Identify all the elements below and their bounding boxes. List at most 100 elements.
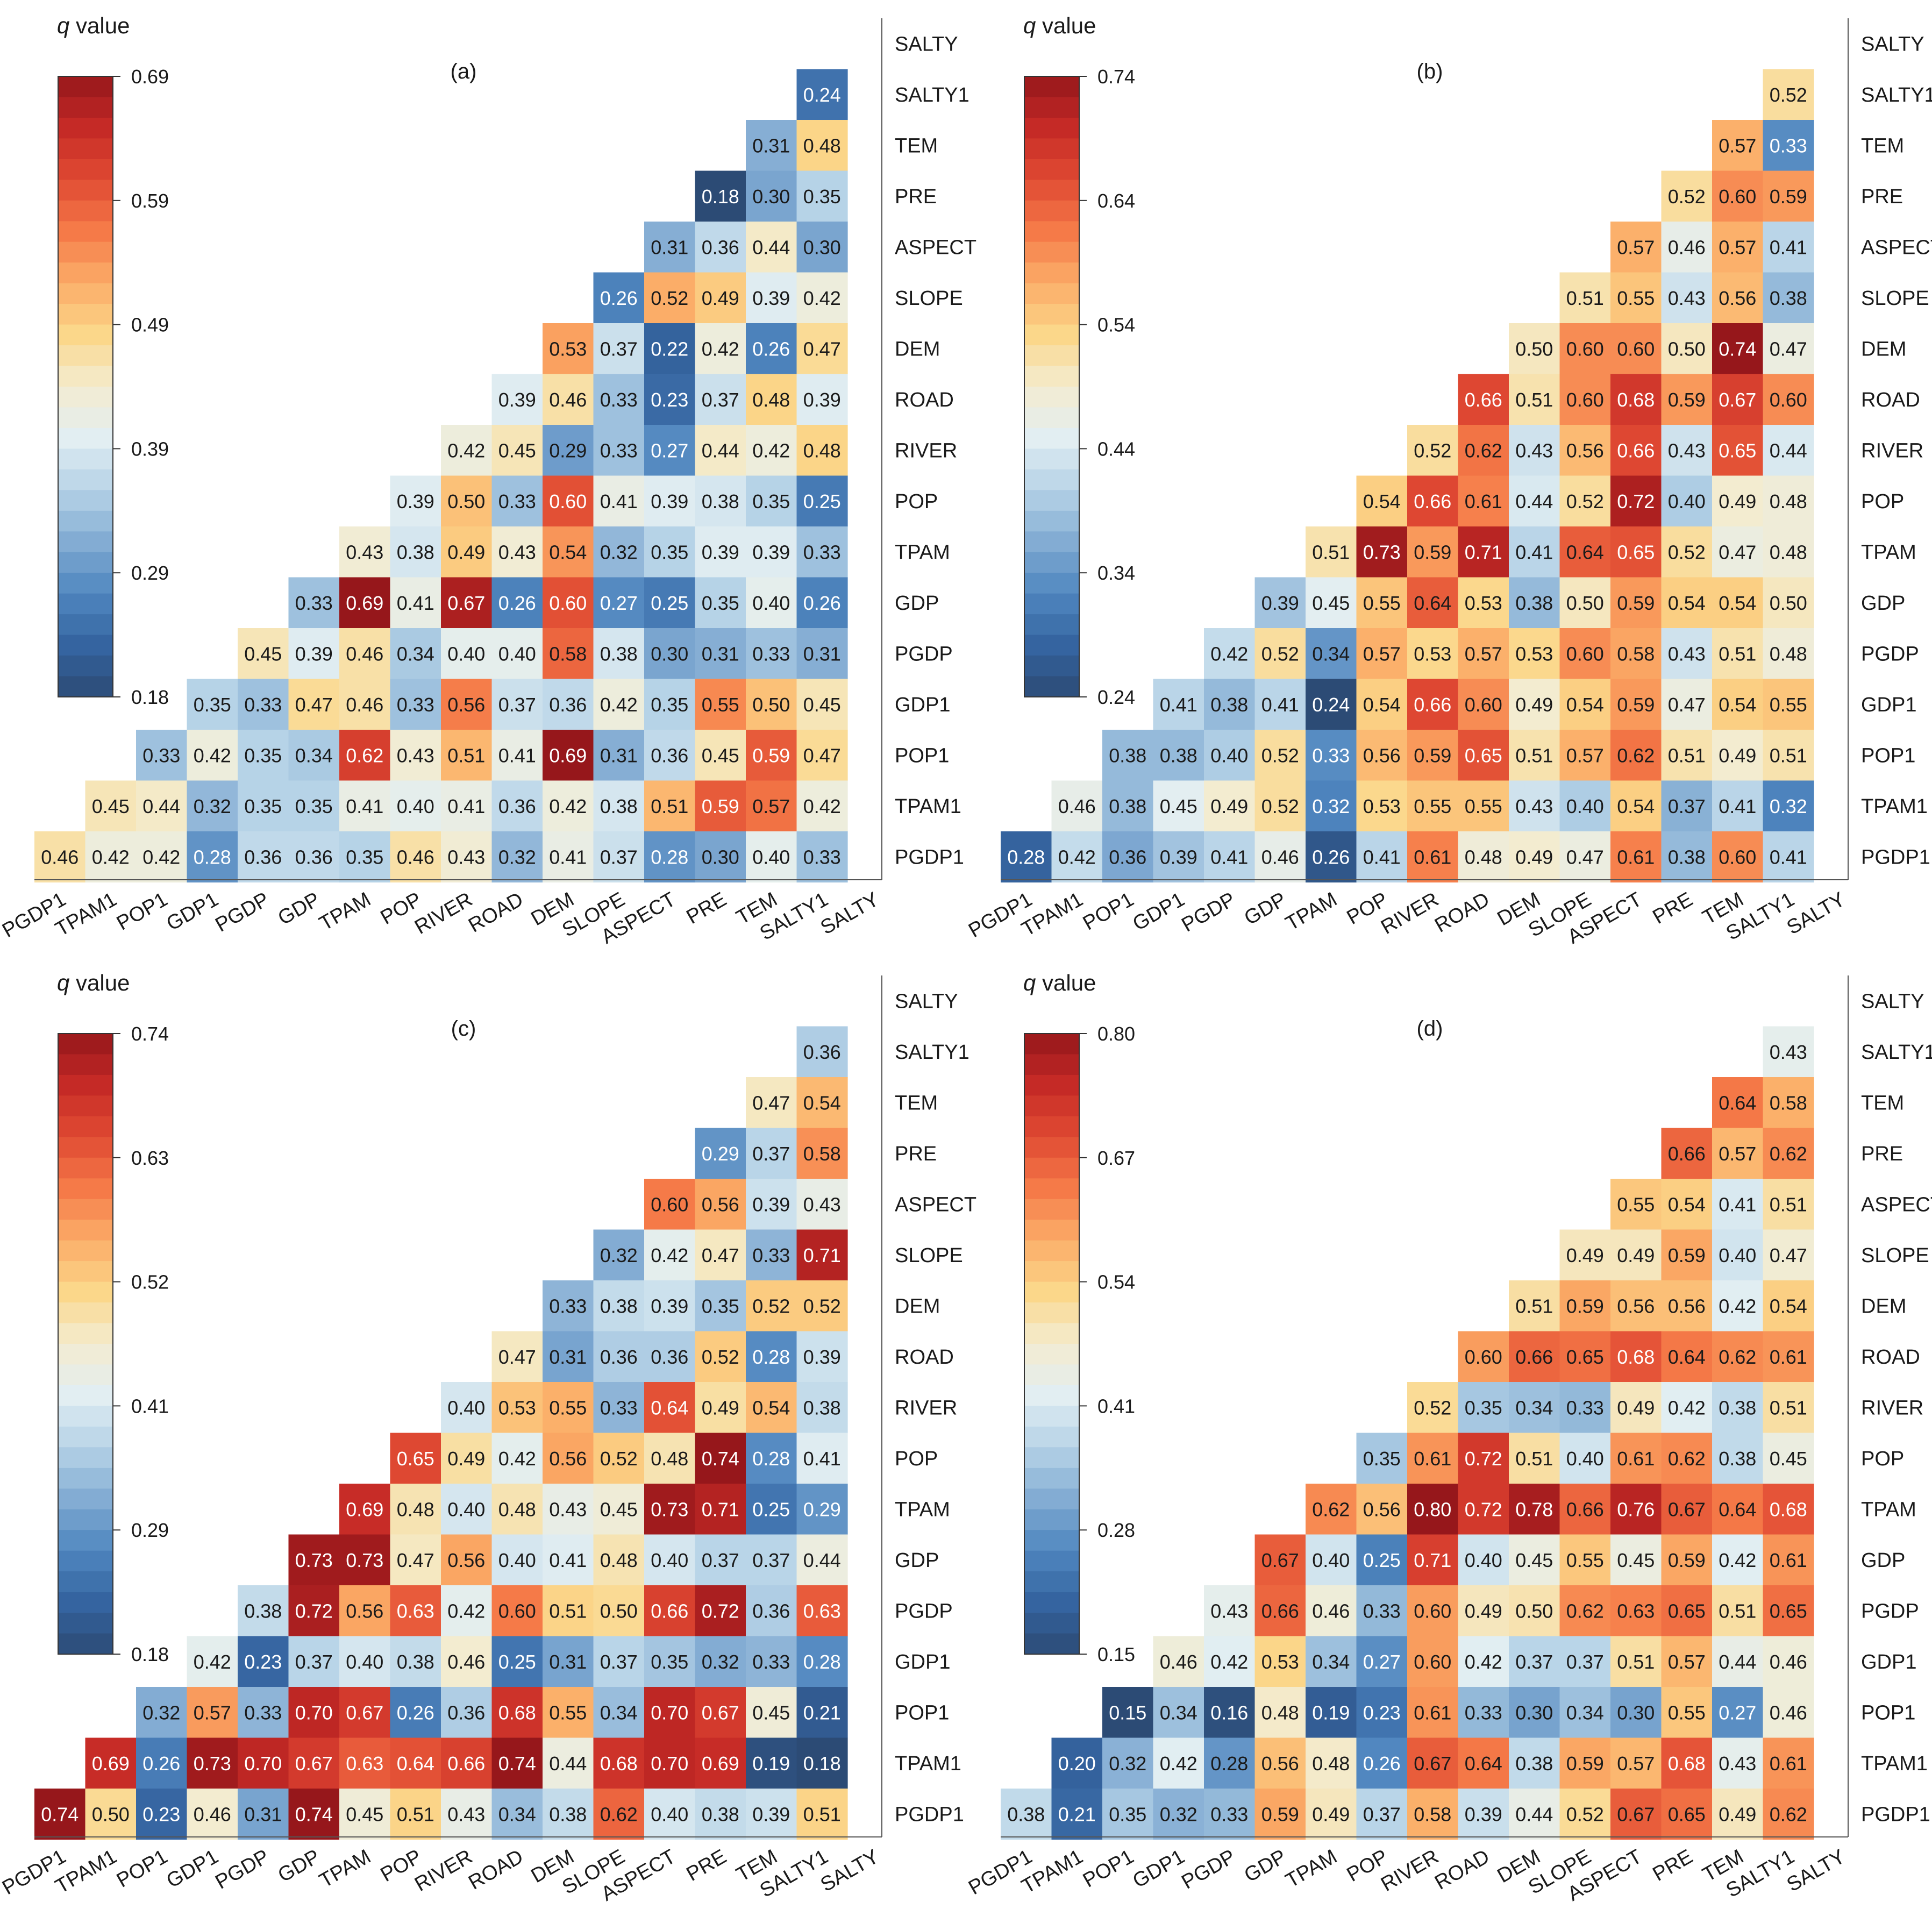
heatmap-cell-d-river-river: [1407, 1382, 1459, 1434]
cell-label-d-tpam-aspect: 0.76: [1617, 1498, 1655, 1520]
heatmap-cell-d-pop-aspect: [1610, 1433, 1662, 1484]
heatmap-cell-c-pgdp1-road: [491, 1789, 543, 1840]
row-label-a-pop: POP: [895, 490, 938, 513]
heatmap-cell-c-pop1-salty1: [796, 1687, 848, 1739]
heatmap-cell-b-pgdp-river: [1407, 628, 1459, 680]
cell-label-c-pgdp1-pgdp: 0.31: [244, 1803, 282, 1825]
colorbar-frame-d: [1024, 1033, 1080, 1655]
heatmap-cell-c-slope-salty1: [796, 1229, 848, 1281]
col-label-b-river: RIVER: [1377, 888, 1443, 938]
cell-label-c-slope-slope: 0.32: [600, 1244, 638, 1266]
heatmap-cell-b-pre-salty1: [1763, 170, 1814, 222]
heatmap-cell-b-gdp1-river: [1407, 679, 1459, 730]
cell-label-a-tpam1-road: 0.36: [498, 795, 536, 817]
cell-label-b-road-pre: 0.59: [1668, 389, 1706, 411]
colorbar-segment-a: [58, 76, 113, 98]
colorbar-title-a: q value: [57, 13, 130, 38]
colorbar-segment-b: [1024, 656, 1079, 677]
heatmap-cell-a-pgdp1-gdp1: [187, 831, 238, 883]
colorbar-segment-c: [58, 1509, 113, 1530]
colorbar-segment-c: [58, 1344, 113, 1365]
cell-label-b-pop-salty1: 0.48: [1770, 490, 1807, 512]
cell-label-c-pop1-pgdp: 0.33: [244, 1701, 282, 1723]
cell-label-c-river-dem: 0.55: [549, 1397, 587, 1419]
colorbar-segment-c: [58, 1261, 113, 1283]
colorbar-segment-a: [58, 324, 113, 346]
heatmap-cell-c-tpam1-pgdp: [238, 1737, 289, 1789]
row-label-c-road: ROAD: [895, 1346, 954, 1369]
heatmap-cell-c-pop1-slope: [593, 1687, 645, 1739]
heatmap-cell-c-gdp1-aspect: [644, 1636, 696, 1687]
cell-label-c-dem-dem: 0.33: [549, 1295, 587, 1317]
cell-label-c-salty1-salty1: 0.36: [803, 1041, 841, 1063]
heatmap-cell-b-tpam1-tpam1: [1051, 780, 1103, 832]
heatmap-cell-b-pop1-gdp: [1254, 730, 1306, 781]
cell-label-b-gdp1-gdp: 0.41: [1261, 694, 1299, 716]
heatmap-cell-c-pgdp-pre: [695, 1585, 746, 1637]
heatmap-cell-b-pop1-aspect: [1610, 730, 1662, 781]
heatmap-panel-b: 0.52 0.57 0.33 0.52 0.60 0.59 0.57 0.46 0.57 0.41…: [965, 13, 1932, 949]
cell-label-b-tpam1-road: 0.55: [1465, 795, 1502, 817]
cell-label-b-pgdp1-tpam1: 0.42: [1058, 846, 1096, 868]
cell-label-c-pgdp1-pop1: 0.23: [142, 1803, 180, 1825]
cell-label-d-pgdp1-dem: 0.44: [1515, 1803, 1553, 1825]
heatmap-cell-b-pop-salty1: [1763, 475, 1814, 527]
cell-label-d-pgdp-pgdp: 0.43: [1210, 1600, 1248, 1622]
cell-label-c-tem-tem: 0.47: [752, 1092, 790, 1114]
cell-label-d-pgdp-aspect: 0.63: [1617, 1600, 1655, 1622]
heatmap-cell-a-tpam1-gdp: [288, 780, 340, 832]
cell-label-b-tpam1-pop: 0.53: [1363, 795, 1401, 817]
heatmap-cell-a-pop1-gdp: [288, 730, 340, 781]
heatmap-cell-a-tpam1-tem: [746, 780, 797, 832]
cell-label-a-pgdp1-gdp: 0.36: [295, 846, 333, 868]
heatmap-cell-d-gdp1-road: [1458, 1636, 1509, 1687]
colorbar-segment-a: [58, 262, 113, 284]
cell-label-d-pgdp1-river: 0.58: [1414, 1803, 1451, 1825]
col-label-c-gdp1: GDP1: [163, 1845, 223, 1892]
colorbar-segment-b: [1024, 366, 1079, 387]
cell-label-c-tpam1-road: 0.74: [498, 1753, 536, 1775]
row-label-b-tpam: TPAM: [1861, 541, 1916, 564]
cell-label-c-tpam-aspect: 0.73: [651, 1498, 688, 1520]
cell-label-c-pop1-tem: 0.45: [752, 1701, 790, 1723]
heatmap-cell-b-gdp1-salty1: [1763, 679, 1814, 730]
cell-label-d-pgdp-dem: 0.50: [1515, 1600, 1553, 1622]
colorbar-frame-b: [1024, 76, 1080, 697]
heatmap-cell-c-gdp-road: [491, 1534, 543, 1586]
cell-label-b-pgdp1-dem: 0.49: [1515, 846, 1553, 868]
heatmap-cell-b-pgdp-aspect: [1610, 628, 1662, 680]
heatmap-cell-c-gdp-pre: [695, 1534, 746, 1586]
heatmap-cell-a-pop1-pop1: [136, 730, 188, 781]
colorbar-segment-c: [58, 1199, 113, 1220]
row-label-d-tem: TEM: [1861, 1092, 1904, 1114]
cell-label-b-pgdp-tem: 0.51: [1719, 643, 1756, 665]
cell-label-c-tem-salty1: 0.54: [803, 1092, 841, 1114]
cell-label-a-pgdp1-river: 0.43: [447, 846, 485, 868]
heatmap-cell-b-pgdp-dem: [1509, 628, 1560, 680]
cell-label-a-slope-slope: 0.26: [600, 287, 638, 309]
cell-label-a-pop1-pgdp: 0.35: [244, 744, 282, 766]
cell-label-a-tpam-tem: 0.39: [752, 541, 790, 563]
colorbar-segment-a: [58, 345, 113, 367]
heatmap-cell-b-aspect-pre: [1661, 222, 1713, 273]
cell-label-c-gdp1-dem: 0.31: [549, 1651, 587, 1673]
heatmap-cell-d-pop1-gdp1: [1153, 1687, 1204, 1739]
heatmap-cell-b-gdp1-pre: [1661, 679, 1713, 730]
colorbar-segment-a: [58, 531, 113, 553]
heatmap-cell-c-slope-tem: [746, 1229, 797, 1281]
cell-label-d-salty1-salty1: 0.43: [1770, 1041, 1807, 1063]
cell-label-c-pgdp1-river: 0.43: [447, 1803, 485, 1825]
panel-label-c: (c): [451, 1017, 476, 1041]
colorbar-segment-a: [58, 469, 113, 490]
heatmap-cell-c-pop-slope: [593, 1433, 645, 1484]
cell-label-b-pre-salty1: 0.59: [1770, 186, 1807, 208]
heatmap-cell-d-road-pre: [1661, 1331, 1713, 1383]
heatmap-cell-c-gdp-salty1: [796, 1534, 848, 1586]
cell-label-b-river-pre: 0.43: [1668, 439, 1706, 461]
cell-label-c-slope-tem: 0.33: [752, 1244, 790, 1266]
cell-label-b-tpam1-pre: 0.37: [1668, 795, 1706, 817]
heatmap-cell-d-river-tem: [1712, 1382, 1764, 1434]
colorbar-segment-b: [1024, 159, 1079, 180]
cell-label-c-river-pre: 0.49: [702, 1397, 739, 1419]
heatmap-cell-d-pgdp-dem: [1509, 1585, 1560, 1637]
